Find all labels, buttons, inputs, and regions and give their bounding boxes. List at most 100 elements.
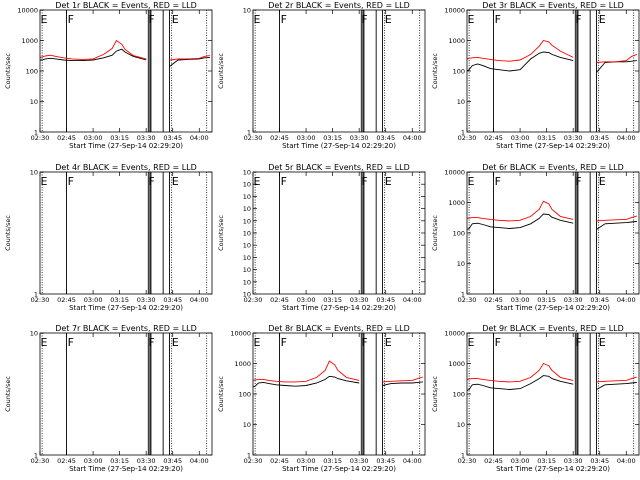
y-tick-label: 1000	[448, 37, 465, 45]
plot-frame	[39, 332, 213, 456]
flag-label: F	[495, 336, 501, 349]
x-tick-label: 04:00	[617, 296, 636, 304]
x-axis-label: Start Time (27-Sep-14 02:29:20)	[496, 304, 610, 312]
y-tick-label: 10	[457, 260, 465, 268]
flag-label: F	[361, 13, 367, 26]
y-tick-label: 10000	[17, 7, 38, 15]
x-tick-label: 04:00	[617, 457, 636, 465]
x-tick-label: 02:30	[244, 296, 263, 304]
y-axis-label: Counts/sec	[431, 215, 439, 251]
flag-label: E	[385, 175, 392, 188]
y-tick-label: 10	[30, 330, 38, 338]
x-tick-label: 02:45	[484, 296, 503, 304]
flag-label: E	[41, 175, 48, 188]
y-tick-label: 10	[243, 242, 251, 250]
y-tick-label: 10	[243, 266, 251, 274]
series-lld-line	[39, 39, 210, 61]
y-axis-label: Counts/sec	[217, 215, 225, 251]
plot-frame	[252, 171, 426, 295]
plot-frame	[466, 9, 640, 133]
flag-label: E	[468, 13, 475, 26]
x-tick-label: 03:30	[350, 296, 369, 304]
detector-panel-9: Det 9r BLACK = Events, RED = LLD E F F E 1 10 1…	[431, 324, 640, 473]
x-tick-label: 02:45	[484, 134, 503, 142]
flag-label: E	[172, 175, 179, 188]
y-tick-label: 1	[461, 291, 465, 299]
x-tick-label: 04:00	[190, 457, 209, 465]
y-tick-label: 10000	[444, 169, 465, 177]
x-axis-label: Start Time (27-Sep-14 02:29:20)	[69, 142, 183, 150]
x-tick-label: 04:00	[403, 296, 422, 304]
flag-label: F	[281, 13, 287, 26]
series-events-line	[252, 375, 423, 388]
x-tick-label: 03:15	[537, 134, 556, 142]
x-tick-label: 03:30	[137, 296, 156, 304]
y-tick-label: 100	[26, 68, 38, 76]
y-tick-label: 100	[453, 391, 465, 399]
x-tick-label: 04:00	[190, 296, 209, 304]
x-tick-label: 03:15	[323, 134, 342, 142]
x-tick-label: 03:45	[163, 134, 182, 142]
flag-label: E	[41, 336, 48, 349]
y-tick-label: 1	[461, 129, 465, 137]
series-events-line	[40, 48, 210, 67]
panel-title: Det 7r BLACK = Events, RED = LLD	[55, 324, 197, 333]
y-tick-label: 10	[243, 205, 251, 213]
flag-label: F	[68, 336, 74, 349]
x-tick-label: 03:45	[590, 457, 609, 465]
detector-panel-3: Det 3r BLACK = Events, RED = LLD E F F E 1 10 1…	[431, 1, 640, 150]
y-tick-label: 100	[239, 391, 251, 399]
x-axis-label: Start Time (27-Sep-14 02:29:20)	[496, 465, 610, 473]
x-tick-label: 03:15	[323, 296, 342, 304]
x-tick-label: 04:00	[403, 134, 422, 142]
flag-label: E	[172, 336, 179, 349]
y-axis-label: Counts/sec	[4, 376, 12, 412]
flag-label: F	[148, 175, 154, 188]
panel-title: Det 6r BLACK = Events, RED = LLD	[482, 163, 624, 172]
y-tick-label: 10	[243, 421, 251, 429]
flag-label: E	[172, 13, 179, 26]
y-tick-label: 1000	[234, 360, 251, 368]
x-tick-label: 02:45	[57, 134, 76, 142]
series-lld-line	[466, 362, 638, 383]
y-tick-label: 10	[243, 217, 251, 225]
series-lld-line	[466, 200, 638, 222]
y-tick-label: 10	[243, 291, 251, 299]
panel-title: Det 5r BLACK = Events, RED = LLD	[268, 163, 410, 172]
x-tick-label: 03:00	[297, 457, 316, 465]
x-axis-label: Start Time (27-Sep-14 02:29:20)	[69, 465, 183, 473]
flag-label: F	[495, 13, 501, 26]
x-tick-label: 03:45	[163, 457, 182, 465]
x-tick-label: 03:00	[511, 296, 530, 304]
series-events-line	[466, 213, 637, 230]
x-tick-label: 02:45	[57, 457, 76, 465]
panel-title: Det 9r BLACK = Events, RED = LLD	[482, 324, 624, 333]
flag-label: F	[575, 13, 581, 26]
detector-panel-6: Det 6r BLACK = Events, RED = LLD E F F E 1 10 1…	[431, 163, 640, 312]
x-tick-label: 03:30	[564, 296, 583, 304]
flag-label: F	[575, 336, 581, 349]
y-tick-label: 10	[457, 98, 465, 106]
flag-label: E	[254, 336, 261, 349]
x-tick-label: 02:45	[270, 134, 289, 142]
x-tick-label: 02:45	[484, 457, 503, 465]
plot-frame	[39, 171, 213, 295]
y-axis-label: Counts/sec	[217, 53, 225, 89]
flag-label: F	[68, 175, 74, 188]
series-lld-line	[466, 39, 638, 63]
flag-label: F	[148, 336, 154, 349]
flag-label: E	[385, 336, 392, 349]
plot-frame	[252, 9, 426, 133]
x-tick-label: 03:45	[376, 134, 395, 142]
x-tick-label: 03:00	[511, 134, 530, 142]
detector-panel-2: Det 2r BLACK = Events, RED = LLD E F F E 1 10 0…	[217, 1, 426, 150]
x-tick-label: 03:00	[297, 134, 316, 142]
x-tick-label: 03:00	[297, 296, 316, 304]
y-tick-label: 1	[247, 452, 251, 460]
x-axis-label: Start Time (27-Sep-14 02:29:20)	[69, 304, 183, 312]
x-tick-label: 02:30	[31, 457, 50, 465]
y-tick-label: 10	[30, 169, 38, 177]
flag-label: F	[281, 175, 287, 188]
x-tick-label: 02:45	[270, 296, 289, 304]
